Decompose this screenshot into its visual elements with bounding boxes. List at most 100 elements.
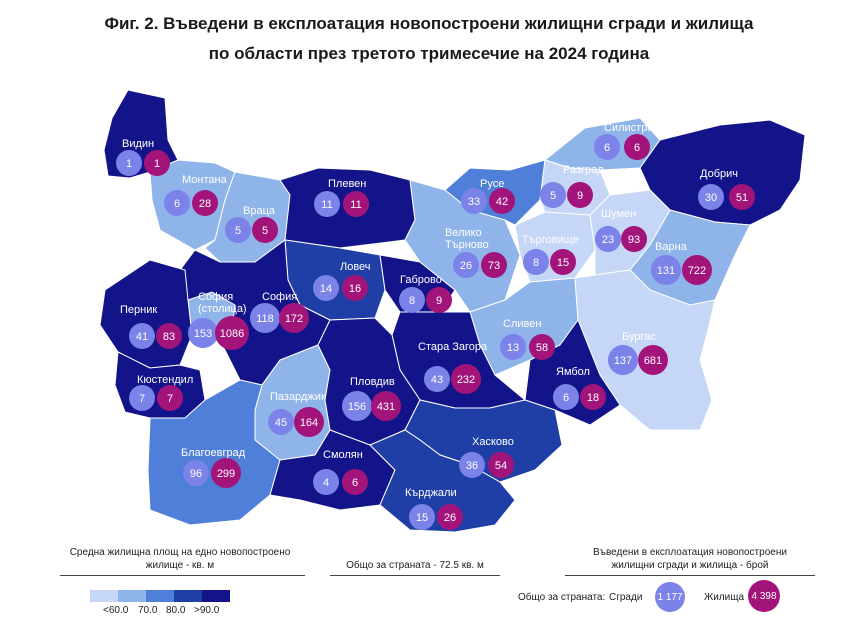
region-9-dwellings-circle: [550, 249, 576, 275]
region-11-dwellings-value: 722: [688, 265, 706, 277]
region-4-name: Русе: [480, 178, 504, 190]
region-21-dwellings-circle: [580, 384, 606, 410]
region-10-dwellings-circle: [481, 252, 507, 278]
region-9-buildings-circle: [523, 249, 549, 275]
region-11-name: Варна: [655, 241, 688, 253]
region-6-buildings-circle: [540, 182, 566, 208]
region-0-buildings-circle: [116, 150, 142, 176]
region-13-dwellings-value: 9: [436, 295, 442, 307]
region-8-buildings-circle: [595, 226, 621, 252]
region-16-buildings-value: 41: [136, 331, 148, 343]
region-3-name: Плевен: [328, 178, 366, 190]
region-27-name: Кърджали: [405, 487, 457, 499]
region-12-buildings-circle: [313, 275, 339, 301]
legend-swatch-80: [146, 590, 174, 602]
region-19-name: Стара Загора: [418, 341, 488, 353]
region-6-dwellings-circle: [567, 182, 593, 208]
region-11-dwellings-circle: [682, 255, 712, 285]
region-10-buildings-circle: [453, 252, 479, 278]
region-8-buildings-value: 23: [602, 234, 614, 246]
region-6-name: Разград: [563, 164, 604, 176]
region-4-dwellings-circle: [489, 188, 515, 214]
region-19-buildings-circle: [424, 366, 450, 392]
region-15-buildings-circle: [250, 303, 280, 333]
region-21-buildings-circle: [553, 384, 579, 410]
region-14-dwellings-value: 1086: [220, 328, 244, 340]
region-7-dwellings-value: 51: [736, 192, 748, 204]
region-18-dwellings-value: 681: [644, 355, 662, 367]
region-2-name: Враца: [243, 205, 276, 217]
region-26-dwellings-value: 6: [352, 477, 358, 489]
region-5-dwellings-value: 6: [634, 142, 640, 154]
region-27-dwellings-circle: [437, 504, 463, 530]
region-17-buildings-value: 13: [507, 342, 519, 354]
figure-title-line1: Фиг. 2. Въведени в експлоатация новопост…: [104, 14, 754, 33]
legend-swatch-lt60: [90, 590, 118, 602]
region-10-name: Велико Търново: [445, 227, 489, 251]
region-kardzhali[interactable]: [369, 429, 516, 533]
national-average-area: Общо за страната - 72.5 кв. м: [346, 560, 484, 571]
region-2-dwellings-circle: [252, 217, 278, 243]
national-total-label: Общо за страната:: [518, 592, 606, 603]
region-20-buildings-value: 7: [139, 393, 145, 405]
legend-class-gt90: >90.0: [194, 605, 220, 616]
region-5-dwellings-circle: [624, 134, 650, 160]
region-16-dwellings-value: 83: [163, 331, 175, 343]
region-25-dwellings-value: 54: [495, 460, 507, 472]
region-2-buildings-value: 5: [235, 225, 241, 237]
region-23-dwellings-circle: [371, 391, 401, 421]
region-10-dwellings-value: 73: [488, 260, 500, 272]
region-15-dwellings-value: 172: [285, 313, 303, 325]
region-21-dwellings-value: 18: [587, 392, 599, 404]
region-2-dwellings-value: 5: [262, 225, 268, 237]
region-9-buildings-value: 8: [533, 257, 539, 269]
region-17-dwellings-circle: [529, 334, 555, 360]
region-9-dwellings-value: 15: [557, 257, 569, 269]
region-21-name: Ямбол: [556, 366, 590, 378]
region-10-buildings-value: 26: [460, 260, 472, 272]
region-12-dwellings-circle: [342, 275, 368, 301]
region-19-dwellings-circle: [451, 364, 481, 394]
region-1-dwellings-circle: [192, 190, 218, 216]
region-20-dwellings-circle: [157, 385, 183, 411]
legend-class-80: 80.0: [166, 605, 186, 616]
region-blagoevgrad[interactable]: [147, 379, 281, 526]
region-22-buildings-circle: [268, 409, 294, 435]
region-13-name: Габрово: [400, 274, 442, 286]
region-18-name: Бургас: [622, 331, 656, 343]
legend-class-lt60: <60.0: [103, 605, 129, 616]
region-22-name: Пазарджик: [270, 391, 326, 403]
region-3-buildings-circle: [314, 191, 340, 217]
region-24-dwellings-value: 299: [217, 468, 235, 480]
region-3-buildings-value: 11: [321, 199, 332, 211]
region-13-buildings-circle: [399, 287, 425, 313]
region-0-buildings-value: 1: [126, 158, 132, 170]
legend-counts-title: Въведени в експлоатация новопостроени жи…: [593, 547, 787, 571]
region-24-buildings-value: 96: [190, 468, 202, 480]
region-26-name: Смолян: [323, 449, 363, 461]
region-24-buildings-circle: [183, 460, 209, 486]
region-12-buildings-value: 14: [320, 283, 332, 295]
region-27-buildings-value: 15: [416, 512, 428, 524]
region-11-buildings-circle: [651, 255, 681, 285]
region-21-buildings-value: 6: [563, 392, 569, 404]
region-16-buildings-circle: [129, 323, 155, 349]
legend-right-rule: [565, 575, 815, 576]
region-2-buildings-circle: [225, 217, 251, 243]
region-16-name: Перник: [120, 304, 157, 316]
region-25-buildings-value: 36: [466, 460, 478, 472]
region-1-name: Монтана: [182, 174, 228, 186]
region-7-dwellings-circle: [729, 184, 755, 210]
legend-swatch-gt90: [202, 590, 230, 602]
region-0-dwellings-circle: [144, 150, 170, 176]
region-25-name: Хасково: [472, 436, 514, 448]
region-17-buildings-circle: [500, 334, 526, 360]
region-26-buildings-value: 4: [323, 477, 329, 489]
region-7-buildings-circle: [698, 184, 724, 210]
region-18-buildings-circle: [608, 345, 638, 375]
region-27-buildings-circle: [409, 504, 435, 530]
region-15-dwellings-circle: [279, 303, 309, 333]
region-23-buildings-value: 156: [348, 401, 366, 413]
region-16-dwellings-circle: [156, 323, 182, 349]
